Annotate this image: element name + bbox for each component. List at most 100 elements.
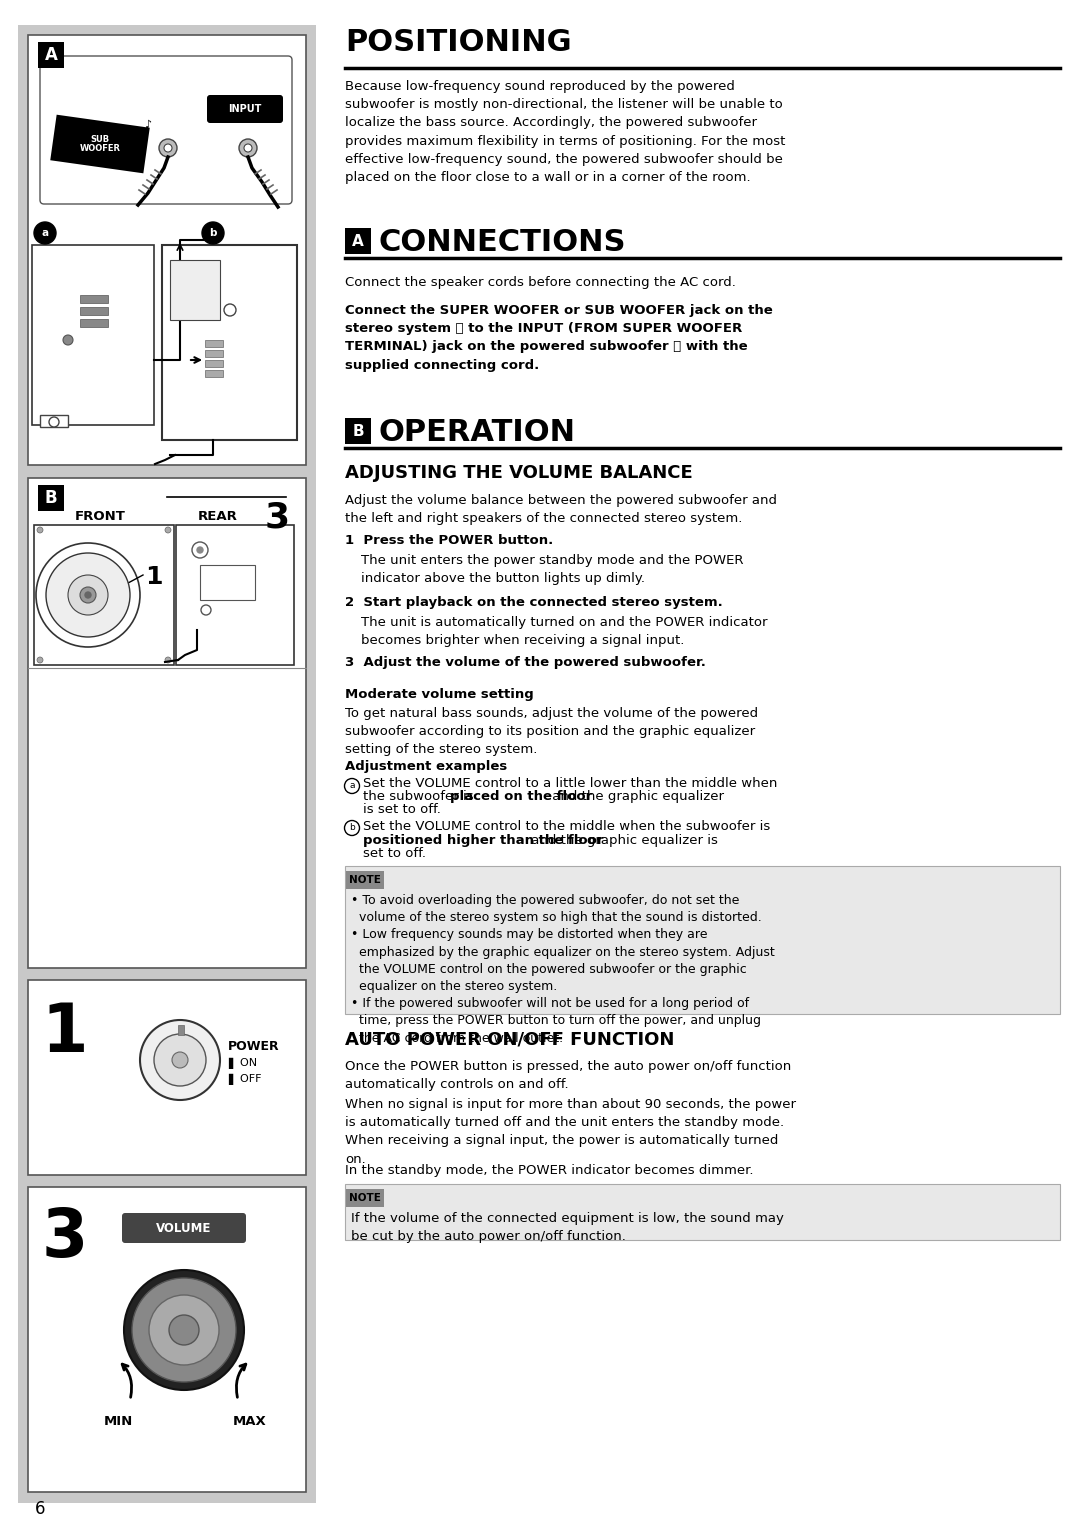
Text: FRONT: FRONT xyxy=(75,510,125,523)
Text: 3: 3 xyxy=(265,500,291,533)
Bar xyxy=(345,419,372,445)
Bar xyxy=(178,1025,184,1034)
Circle shape xyxy=(49,417,59,426)
Text: To get natural bass sounds, adjust the volume of the powered
subwoofer according: To get natural bass sounds, adjust the v… xyxy=(345,707,758,756)
FancyBboxPatch shape xyxy=(122,1213,246,1242)
Circle shape xyxy=(165,657,171,663)
Text: A: A xyxy=(352,234,364,249)
Text: 1: 1 xyxy=(42,999,89,1067)
Text: 6: 6 xyxy=(35,1500,45,1517)
Text: Moderate volume setting: Moderate volume setting xyxy=(345,688,534,701)
Bar xyxy=(28,478,306,969)
Bar xyxy=(345,866,1059,1015)
FancyBboxPatch shape xyxy=(207,95,283,122)
Bar xyxy=(345,1184,1059,1241)
Text: AUTO POWER ON/OFF FUNCTION: AUTO POWER ON/OFF FUNCTION xyxy=(345,1030,674,1048)
Circle shape xyxy=(165,527,171,533)
Circle shape xyxy=(197,547,203,553)
Text: ▌ OFF: ▌ OFF xyxy=(228,1074,261,1085)
Circle shape xyxy=(201,605,211,614)
Circle shape xyxy=(149,1296,219,1365)
Text: positioned higher than the floor: positioned higher than the floor xyxy=(363,834,604,847)
FancyBboxPatch shape xyxy=(51,115,150,173)
Bar xyxy=(345,228,372,254)
Text: Adjust the volume balance between the powered subwoofer and
the left and right s: Adjust the volume balance between the po… xyxy=(345,494,777,526)
Bar xyxy=(205,341,222,347)
Text: Adjustment examples: Adjustment examples xyxy=(345,759,508,773)
Text: set to off.: set to off. xyxy=(363,847,426,860)
Text: In the standby mode, the POWER indicator becomes dimmer.: In the standby mode, the POWER indicator… xyxy=(345,1164,754,1177)
Text: The unit is automatically turned on and the POWER indicator
becomes brighter whe: The unit is automatically turned on and … xyxy=(361,616,768,648)
Text: • To avoid overloading the powered subwoofer, do not set the
  volume of the ste: • To avoid overloading the powered subwo… xyxy=(351,894,774,1045)
Bar xyxy=(80,307,108,315)
Circle shape xyxy=(140,1021,220,1100)
Circle shape xyxy=(192,542,208,558)
Text: POWER: POWER xyxy=(228,1041,280,1053)
Text: SUB
WOOFER: SUB WOOFER xyxy=(80,134,121,153)
Bar xyxy=(176,526,294,665)
Circle shape xyxy=(224,304,237,316)
Bar xyxy=(170,260,220,319)
Text: is set to off.: is set to off. xyxy=(363,804,441,816)
FancyBboxPatch shape xyxy=(346,1189,384,1207)
Text: 3: 3 xyxy=(42,1206,89,1271)
Text: Because low-frequency sound reproduced by the powered
subwoofer is mostly non-di: Because low-frequency sound reproduced b… xyxy=(345,79,785,183)
Text: the subwoofer is: the subwoofer is xyxy=(363,790,477,804)
Bar xyxy=(28,35,306,465)
Circle shape xyxy=(36,542,140,646)
Circle shape xyxy=(202,222,224,244)
Text: Connect the SUPER WOOFER or SUB WOOFER jack on the
stereo system ⓐ to the INPUT : Connect the SUPER WOOFER or SUB WOOFER j… xyxy=(345,304,773,371)
Circle shape xyxy=(168,1316,199,1345)
Text: Once the POWER button is pressed, the auto power on/off function
automatically c: Once the POWER button is pressed, the au… xyxy=(345,1060,792,1091)
Bar xyxy=(32,244,154,425)
Bar xyxy=(205,350,222,358)
Circle shape xyxy=(159,139,177,157)
Text: OPERATION: OPERATION xyxy=(379,419,576,448)
Circle shape xyxy=(239,139,257,157)
Text: and the graphic equalizer: and the graphic equalizer xyxy=(548,790,724,804)
Text: The unit enters the power standby mode and the POWER
indicator above the button : The unit enters the power standby mode a… xyxy=(361,555,743,585)
Circle shape xyxy=(154,1034,206,1086)
Text: MIN: MIN xyxy=(104,1415,133,1429)
Text: ADJUSTING THE VOLUME BALANCE: ADJUSTING THE VOLUME BALANCE xyxy=(345,465,692,481)
Bar xyxy=(33,526,174,665)
Text: 3  Adjust the volume of the powered subwoofer.: 3 Adjust the volume of the powered subwo… xyxy=(345,656,706,669)
Bar xyxy=(18,24,316,1504)
Text: POSITIONING: POSITIONING xyxy=(345,28,571,57)
Text: VOLUME: VOLUME xyxy=(157,1221,212,1235)
Text: MAX: MAX xyxy=(233,1415,267,1429)
Circle shape xyxy=(164,144,172,151)
Text: NOTE: NOTE xyxy=(349,1193,381,1203)
Text: ▌ ON: ▌ ON xyxy=(228,1057,257,1070)
Bar xyxy=(205,370,222,377)
Circle shape xyxy=(124,1270,244,1390)
Circle shape xyxy=(85,591,91,597)
Text: Connect the speaker cords before connecting the AC cord.: Connect the speaker cords before connect… xyxy=(345,277,735,289)
Circle shape xyxy=(132,1277,237,1381)
Text: placed on the floor: placed on the floor xyxy=(450,790,592,804)
Text: a: a xyxy=(41,228,49,238)
Circle shape xyxy=(68,575,108,614)
Text: 1  Press the POWER button.: 1 Press the POWER button. xyxy=(345,533,553,547)
Text: b: b xyxy=(210,228,217,238)
Text: NOTE: NOTE xyxy=(349,876,381,885)
Text: REAR: REAR xyxy=(198,510,238,523)
Bar xyxy=(40,416,68,426)
Bar xyxy=(80,295,108,303)
Circle shape xyxy=(46,553,130,637)
Text: B: B xyxy=(44,489,57,507)
Bar xyxy=(28,979,306,1175)
Circle shape xyxy=(63,335,73,345)
Circle shape xyxy=(33,222,56,244)
Text: When no signal is input for more than about 90 seconds, the power
is automatical: When no signal is input for more than ab… xyxy=(345,1099,796,1166)
FancyBboxPatch shape xyxy=(40,57,292,205)
Text: 2  Start playback on the connected stereo system.: 2 Start playback on the connected stereo… xyxy=(345,596,723,610)
Bar xyxy=(28,1187,306,1491)
Text: a: a xyxy=(349,781,354,790)
Text: and the graphic equalizer is: and the graphic equalizer is xyxy=(527,834,718,847)
Circle shape xyxy=(172,1051,188,1068)
Circle shape xyxy=(37,657,43,663)
Text: CONNECTIONS: CONNECTIONS xyxy=(379,228,626,257)
Text: ♪: ♪ xyxy=(145,121,151,130)
Text: b: b xyxy=(349,824,355,833)
